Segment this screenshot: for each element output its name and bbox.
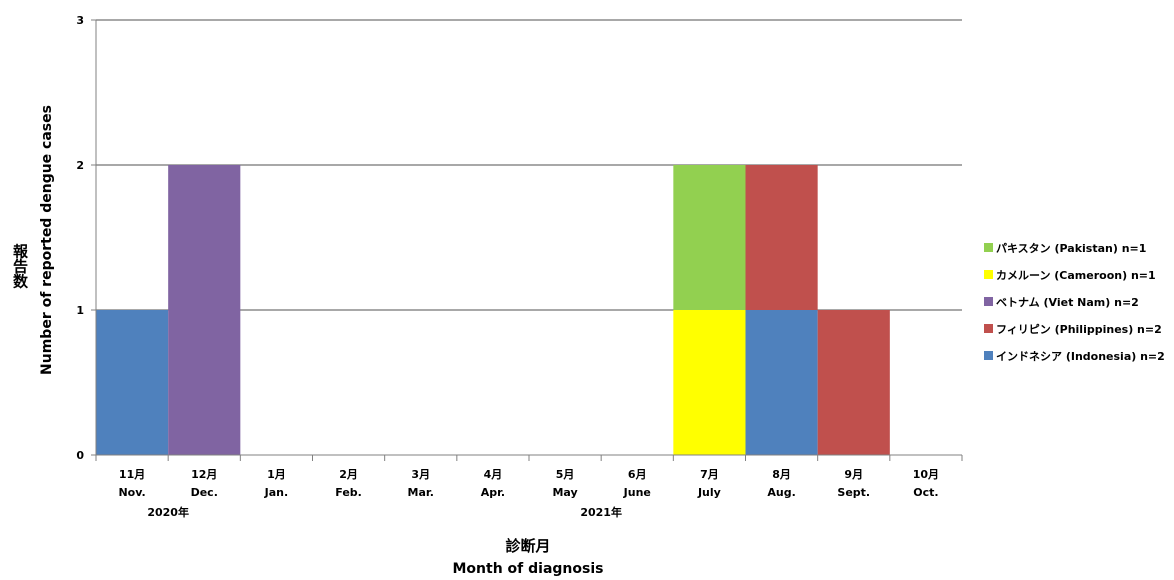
bar-1-9 xyxy=(745,165,818,310)
legend-swatch-2 xyxy=(984,297,993,306)
x-tick-label-month-8: 7月 xyxy=(700,468,719,481)
y-tick-label-3: 3 xyxy=(76,14,84,27)
x-tick-label-en-5: Apr. xyxy=(481,486,505,499)
x-tick-label-en-0: Nov. xyxy=(118,486,145,499)
x-tick-label-en-1: Dec. xyxy=(191,486,218,499)
x-tick-label-en-3: Feb. xyxy=(335,486,362,499)
x-tick-label-en-11: Oct. xyxy=(913,486,938,499)
x-tick-label-month-2: 1月 xyxy=(267,468,286,481)
bar-3-8 xyxy=(673,310,746,455)
legend-label-0: パキスタン (Pakistan) n=1 xyxy=(996,242,1146,255)
x-tick-label-month-5: 4月 xyxy=(484,468,503,481)
legend-swatch-3 xyxy=(984,324,993,333)
bar-1-10 xyxy=(817,310,890,455)
legend-swatch-4 xyxy=(984,351,993,360)
axes xyxy=(91,19,963,461)
bars xyxy=(96,165,890,455)
bar-0-9 xyxy=(745,310,818,455)
x-tick-label-en-10: Sept. xyxy=(837,486,870,499)
legend-label-2: ベトナム (Viet Nam) n=2 xyxy=(996,296,1139,309)
x-axis-label-jp: 診断月 xyxy=(505,537,550,555)
x-tick-label-month-9: 8月 xyxy=(772,468,791,481)
year-label-1: 2021年 xyxy=(580,505,622,519)
y-axis-label-en: Number of reported dengue cases xyxy=(39,105,55,375)
x-tick-label-month-4: 3月 xyxy=(411,468,430,481)
y-axis-label-jp: 報告数 xyxy=(11,243,29,290)
x-tick-label-en-8: July xyxy=(697,486,721,499)
x-tick-label-month-10: 9月 xyxy=(844,468,863,481)
legend-label-3: フィリピン (Philippines) n=2 xyxy=(996,323,1162,336)
bar-0-0 xyxy=(96,310,169,455)
legend: パキスタン (Pakistan) n=1 カメルーン (Cameroon) n=1… xyxy=(984,242,1165,363)
y-tick-labels: 0 1 2 3 xyxy=(76,14,84,462)
x-tick-label-en-9: Aug. xyxy=(767,486,795,499)
x-tick-label-en-7: June xyxy=(623,486,651,499)
x-tick-label-month-11: 10月 xyxy=(913,468,939,481)
legend-swatch-1 xyxy=(984,270,993,279)
x-axis-label-en: Month of diagnosis xyxy=(453,561,604,577)
y-tick-label-1: 1 xyxy=(76,304,84,317)
bar-2-1 xyxy=(168,165,241,455)
x-tick-label-month-6: 5月 xyxy=(556,468,575,481)
x-tick-labels: 11月 Nov. 12月 Dec. 1月 Jan. 2月 Feb. 3月 Mar. 4月 Apr. 5月… xyxy=(118,468,939,499)
x-tick-label-en-2: Jan. xyxy=(264,486,289,499)
legend-label-1: カメルーン (Cameroon) n=1 xyxy=(996,269,1156,282)
year-label-0: 2020年 xyxy=(147,505,189,519)
bar-4-8 xyxy=(673,165,746,310)
x-tick-label-en-4: Mar. xyxy=(408,486,434,499)
x-tick-label-en-6: May xyxy=(552,486,577,499)
legend-label-4: インドネシア (Indonesia) n=2 xyxy=(996,350,1165,363)
x-tick-label-month-3: 2月 xyxy=(339,468,358,481)
year-labels: 2020年 2021年 xyxy=(147,505,622,519)
legend-swatch-0 xyxy=(984,243,993,252)
y-tick-label-0: 0 xyxy=(76,449,84,462)
x-tick-label-month-0: 11月 xyxy=(119,468,145,481)
y-tick-label-2: 2 xyxy=(76,159,84,172)
x-tick-label-month-7: 6月 xyxy=(628,468,647,481)
x-tick-label-month-1: 12月 xyxy=(191,468,217,481)
